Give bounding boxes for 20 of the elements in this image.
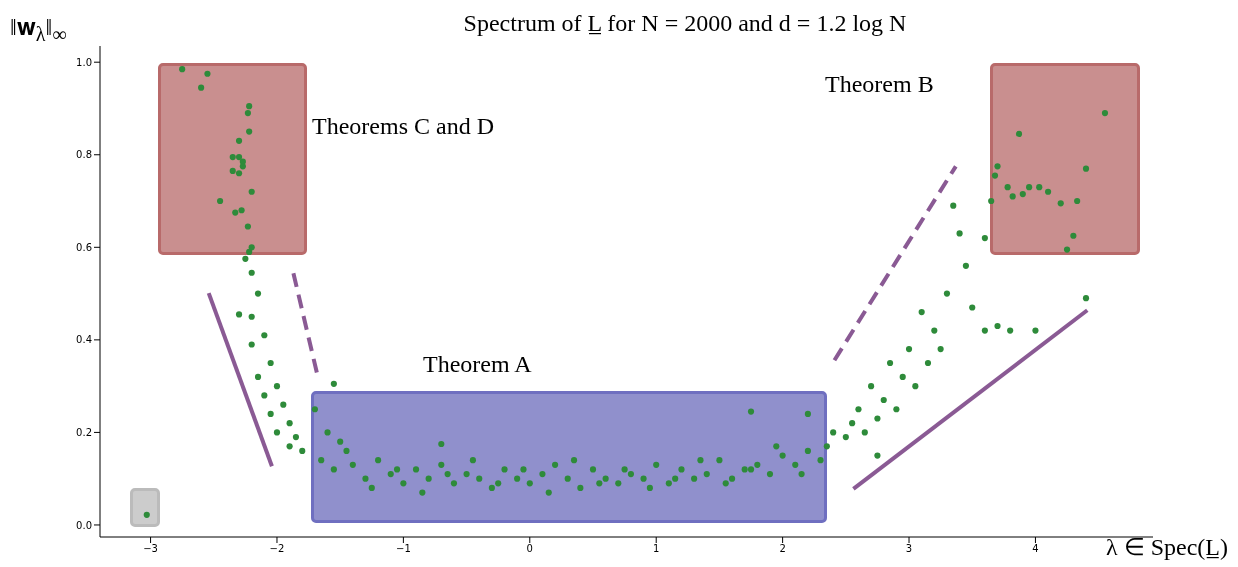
x-tick-label: 1 [653, 543, 660, 555]
y-tick-label: 1.0 [76, 56, 92, 68]
x-tick-label: −3 [143, 543, 158, 555]
x-tick-label: 3 [905, 543, 913, 555]
annotation: Theorem A [423, 351, 532, 378]
x-axis-title: λ ∈ Spec(L̲) [1106, 533, 1228, 561]
x-tick-label: 2 [779, 543, 786, 555]
y-tick-label: 0.0 [76, 519, 92, 531]
x-tick-label: −2 [269, 543, 285, 555]
x-tick-label: 4 [1032, 543, 1039, 555]
chart-title: Spectrum of L̲ for N = 2000 and d = 1.2 log N [462, 10, 908, 37]
x-tick-label: 0 [526, 543, 533, 555]
y-tick-label: 0.8 [76, 149, 92, 161]
x-tick-label: −1 [396, 543, 411, 555]
y-axis-title: ‖𝐰$_{λ}$‖$_{∞}$ [10, 14, 67, 46]
annotation: Theorem B [825, 71, 934, 98]
y-tick-label: 0.6 [76, 241, 92, 253]
y-tick-label: 0.4 [76, 334, 92, 346]
y-tick-label: 0.2 [76, 426, 92, 438]
annotation: Theorems C and D [312, 113, 494, 140]
